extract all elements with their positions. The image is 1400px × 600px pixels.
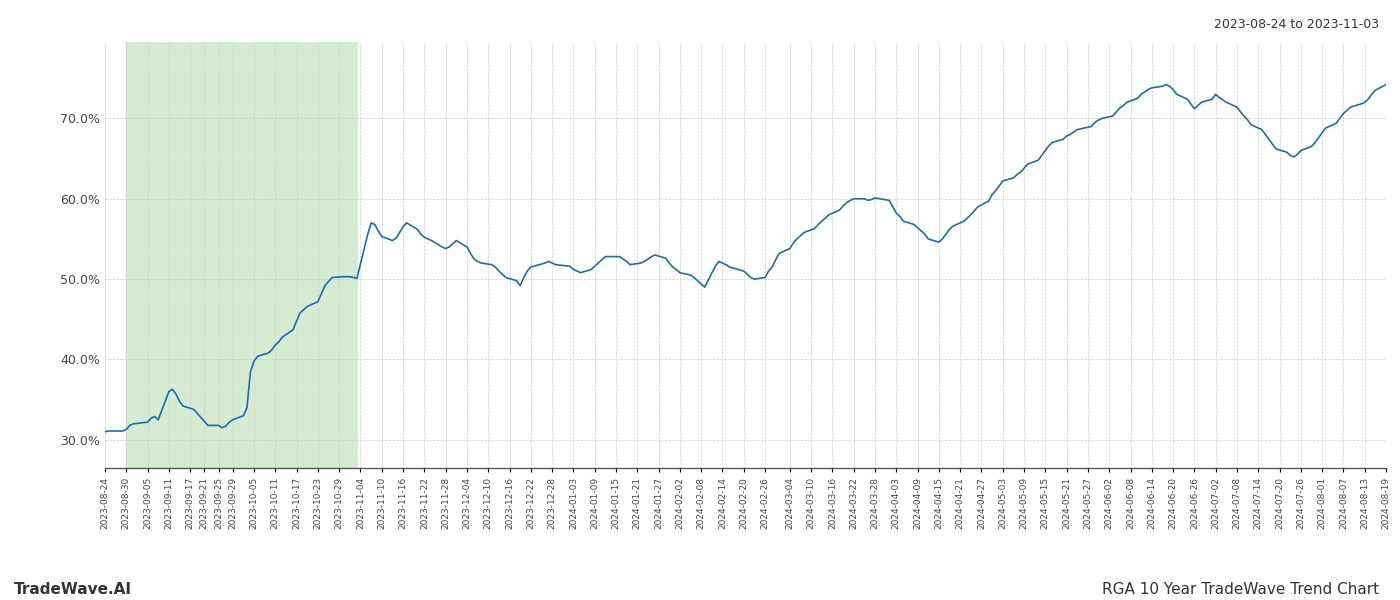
Text: 2023-08-24 to 2023-11-03: 2023-08-24 to 2023-11-03 bbox=[1214, 18, 1379, 31]
Text: RGA 10 Year TradeWave Trend Chart: RGA 10 Year TradeWave Trend Chart bbox=[1102, 582, 1379, 597]
Text: TradeWave.AI: TradeWave.AI bbox=[14, 582, 132, 597]
Bar bbox=[126, 42, 357, 468]
